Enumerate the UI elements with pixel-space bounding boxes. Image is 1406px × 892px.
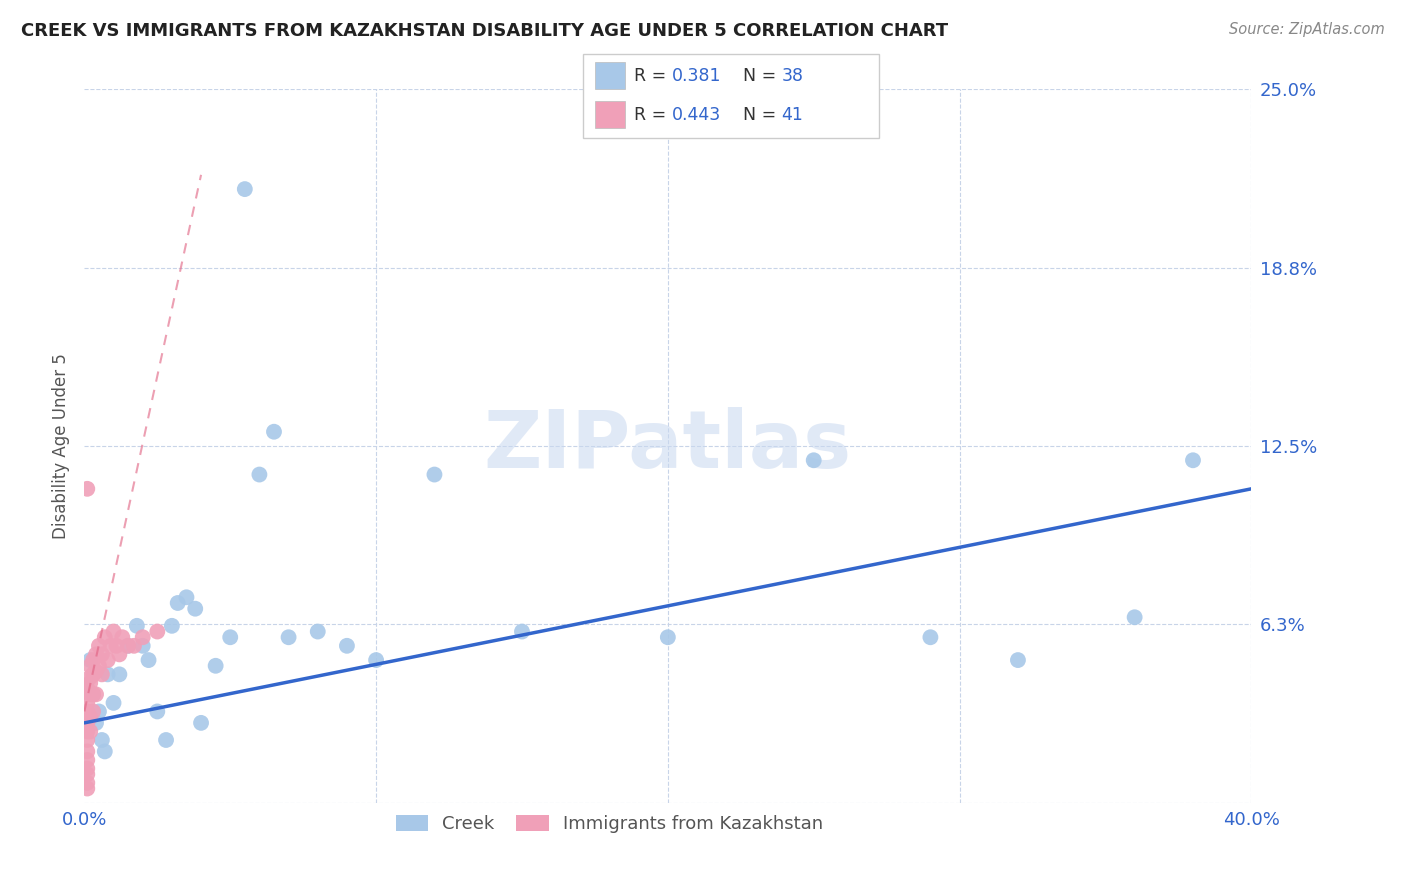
Point: [1123, 610, 1146, 624]
Point: [82, 687, 104, 701]
Point: [155, 733, 177, 747]
Text: Source: ZipAtlas.com: Source: ZipAtlas.com: [1229, 22, 1385, 37]
Point: [263, 425, 285, 439]
Point: [79, 658, 101, 673]
Text: N =: N =: [742, 105, 782, 123]
Point: [204, 658, 226, 673]
Point: [94, 744, 117, 758]
Point: [97, 667, 120, 681]
Point: [117, 639, 139, 653]
Point: [1007, 653, 1029, 667]
Point: [190, 715, 212, 730]
Point: [79, 653, 101, 667]
Point: [76, 715, 98, 730]
Text: N =: N =: [742, 67, 782, 85]
FancyBboxPatch shape: [595, 101, 624, 128]
Point: [122, 639, 145, 653]
Point: [219, 630, 242, 644]
Point: [125, 619, 148, 633]
Point: [94, 630, 117, 644]
Point: [87, 705, 110, 719]
Point: [117, 639, 139, 653]
Point: [108, 667, 131, 681]
Point: [79, 670, 101, 684]
Point: [76, 681, 98, 696]
Point: [84, 687, 107, 701]
Point: [146, 624, 169, 639]
Point: [79, 710, 101, 724]
Point: [103, 624, 125, 639]
Point: [336, 639, 359, 653]
Point: [76, 753, 98, 767]
Point: [76, 776, 98, 790]
Point: [657, 630, 679, 644]
Point: [105, 639, 128, 653]
Point: [146, 705, 169, 719]
Text: 38: 38: [782, 67, 803, 85]
Point: [132, 639, 155, 653]
Point: [138, 653, 160, 667]
Point: [82, 705, 104, 719]
Point: [76, 696, 98, 710]
Point: [100, 639, 122, 653]
Y-axis label: Disability Age Under 5: Disability Age Under 5: [52, 353, 70, 539]
Point: [84, 665, 107, 679]
Point: [166, 596, 188, 610]
Point: [233, 182, 256, 196]
Text: ZIPatlas: ZIPatlas: [484, 407, 852, 485]
Point: [87, 658, 110, 673]
Point: [108, 648, 131, 662]
Point: [277, 630, 299, 644]
Point: [76, 781, 98, 796]
Point: [79, 687, 101, 701]
Point: [76, 482, 98, 496]
Point: [97, 653, 120, 667]
Point: [76, 744, 98, 758]
Point: [76, 724, 98, 739]
FancyBboxPatch shape: [595, 62, 624, 89]
Point: [76, 733, 98, 747]
Point: [76, 705, 98, 719]
Point: [132, 630, 155, 644]
Point: [84, 715, 107, 730]
Point: [84, 648, 107, 662]
Point: [103, 696, 125, 710]
Point: [90, 667, 112, 681]
Point: [803, 453, 825, 467]
Point: [79, 724, 101, 739]
Point: [184, 601, 207, 615]
Point: [510, 624, 533, 639]
Text: 0.443: 0.443: [672, 105, 721, 123]
Text: 0.381: 0.381: [672, 67, 721, 85]
Point: [249, 467, 271, 482]
FancyBboxPatch shape: [583, 54, 879, 138]
Point: [82, 653, 104, 667]
Text: R =: R =: [634, 67, 672, 85]
Point: [307, 624, 329, 639]
Point: [920, 630, 942, 644]
Point: [87, 639, 110, 653]
Point: [160, 619, 183, 633]
Point: [82, 687, 104, 701]
Point: [423, 467, 446, 482]
Text: R =: R =: [634, 105, 672, 123]
Point: [1182, 453, 1205, 467]
Legend: Creek, Immigrants from Kazakhstan: Creek, Immigrants from Kazakhstan: [388, 807, 831, 840]
Text: 41: 41: [782, 105, 803, 123]
Point: [111, 630, 134, 644]
Point: [76, 681, 98, 696]
Point: [90, 733, 112, 747]
Point: [366, 653, 388, 667]
Text: CREEK VS IMMIGRANTS FROM KAZAKHSTAN DISABILITY AGE UNDER 5 CORRELATION CHART: CREEK VS IMMIGRANTS FROM KAZAKHSTAN DISA…: [21, 22, 948, 40]
Point: [76, 762, 98, 776]
Point: [76, 767, 98, 781]
Point: [90, 648, 112, 662]
Point: [176, 591, 198, 605]
Point: [79, 676, 101, 690]
Point: [82, 667, 104, 681]
